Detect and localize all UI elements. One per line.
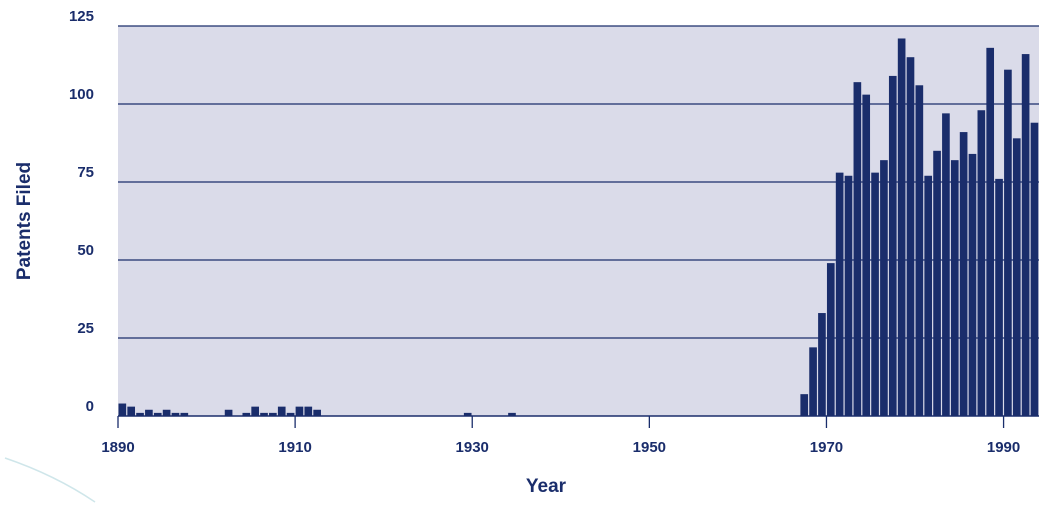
bar-1895 — [162, 409, 171, 416]
bar-1985 — [959, 132, 968, 416]
bar-1894 — [153, 412, 162, 416]
bar-1977 — [888, 75, 897, 417]
y-tick-label: 50 — [77, 242, 94, 259]
bar-1896 — [171, 412, 180, 416]
y-axis-title: Patents Filed — [14, 162, 35, 280]
bar-1973 — [853, 82, 862, 416]
bar-1970 — [826, 263, 835, 416]
bar-1907 — [269, 412, 277, 416]
bar-1905 — [251, 406, 259, 416]
y-tick-label: 100 — [69, 86, 94, 103]
bar-1972 — [844, 175, 853, 416]
bar-1911 — [304, 406, 313, 416]
y-tick-label: 125 — [69, 8, 94, 25]
x-tick-label: 1930 — [456, 439, 489, 456]
x-tick-label: 1950 — [633, 439, 666, 456]
bar-1910 — [295, 406, 304, 416]
bar-1909 — [286, 412, 295, 416]
y-axis-ticks: 0 25 50 75 100 125 — [69, 8, 94, 415]
x-tick-label: 1970 — [810, 439, 843, 456]
bar-1986 — [968, 153, 977, 417]
bar-1981 — [924, 175, 933, 416]
bar-1975 — [871, 172, 879, 416]
bar-1983 — [942, 113, 950, 417]
bar-1993 — [1030, 122, 1039, 416]
bar-1987 — [977, 110, 986, 417]
x-axis-ticks: 1890 1910 1930 1950 1970 1990 — [101, 416, 1020, 456]
bar-1902 — [224, 409, 233, 416]
bar-1967 — [800, 394, 809, 416]
bar-1988 — [986, 47, 995, 417]
bar-1968 — [809, 347, 817, 416]
bar-1908 — [277, 406, 286, 416]
bar-1929 — [463, 412, 472, 416]
bar-1890 — [118, 403, 127, 416]
y-tick-label: 75 — [77, 164, 94, 181]
bar-1897 — [180, 412, 189, 416]
bar-1891 — [127, 406, 136, 416]
bar-1934 — [508, 412, 516, 416]
bar-1904 — [242, 412, 251, 416]
x-axis-title: Year — [526, 476, 567, 497]
decorative-arc — [4, 457, 96, 503]
y-tick-label: 25 — [77, 320, 94, 337]
bar-1980 — [915, 85, 924, 416]
bar-1982 — [933, 150, 941, 417]
bar-1906 — [260, 412, 268, 416]
x-tick-label: 1990 — [987, 439, 1020, 456]
x-tick-label: 1910 — [278, 439, 311, 456]
bar-1893 — [145, 409, 153, 416]
bar-1992 — [1021, 54, 1030, 417]
bar-1989 — [995, 178, 1003, 416]
bar-1990 — [1004, 69, 1012, 417]
bar-1969 — [818, 313, 826, 416]
bar-1978 — [897, 38, 906, 416]
x-tick-label: 1890 — [101, 439, 134, 456]
bar-1971 — [835, 172, 844, 416]
bar-1991 — [1012, 138, 1021, 416]
bar-1979 — [906, 57, 915, 416]
bar-series — [118, 38, 1039, 417]
bar-1912 — [313, 409, 321, 416]
bar-1976 — [880, 160, 888, 416]
bar-1974 — [862, 94, 871, 416]
y-tick-label: 0 — [86, 398, 94, 415]
bar-1892 — [136, 412, 144, 416]
bar-1984 — [950, 160, 959, 416]
